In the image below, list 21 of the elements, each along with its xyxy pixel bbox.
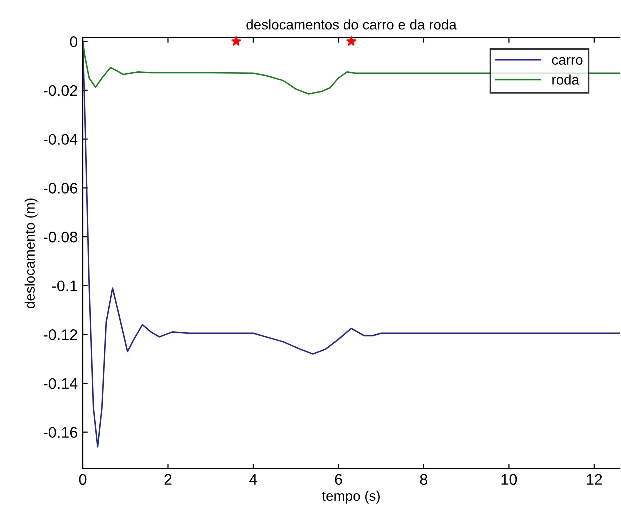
y-tick-label: -0.08 xyxy=(44,232,78,243)
x-tick-label: 4 xyxy=(250,474,258,485)
y-tick-label: -0.02 xyxy=(44,85,78,96)
x-tick-label: 2 xyxy=(164,474,172,485)
y-tick-label: -0.12 xyxy=(44,330,78,340)
y-tick-label: -0.04 xyxy=(44,134,78,146)
x-axis-title: tempo (s) xyxy=(322,490,380,504)
x-tick-label: 0 xyxy=(79,474,87,486)
y-tick-label: -0.14 xyxy=(44,378,78,390)
y-tick-label: -0.1 xyxy=(52,280,78,292)
x-tick-label: 8 xyxy=(420,474,428,486)
y-tick-label: -0.06 xyxy=(44,183,78,194)
y-tick-label: -0.16 xyxy=(44,427,78,438)
y-tick-label: 0 xyxy=(70,36,78,48)
y-axis-title: deslocamento (m) xyxy=(24,198,38,308)
x-tick-label: 12 xyxy=(587,474,602,485)
x-tick-label: 10 xyxy=(502,474,518,486)
legend-label: roda xyxy=(552,74,580,85)
legend-label: carro xyxy=(552,57,583,66)
x-tick-label: 6 xyxy=(335,474,342,486)
chart-title: deslocamentos do carro e da roda xyxy=(246,20,457,30)
